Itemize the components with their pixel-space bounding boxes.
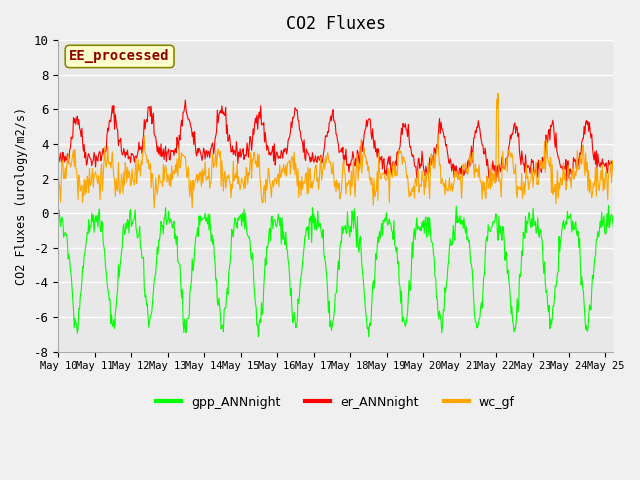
er_ANNnight (412, 164, 419, 170)
wc_gf (231, 175, 239, 180)
Line: wc_gf: wc_gf (58, 93, 640, 208)
gpp_ANNnight (412, 237, 419, 242)
gpp_ANNnight (281, 242, 289, 248)
er_ANNnight (123, 152, 131, 157)
wc_gf (444, 188, 452, 194)
er_ANNnight (231, 149, 239, 155)
gpp_ANNnight (230, 223, 238, 229)
gpp_ANNnight (259, 305, 267, 311)
wc_gf (412, 176, 419, 181)
er_ANNnight (444, 153, 452, 158)
er_ANNnight (638, 149, 640, 155)
wc_gf (150, 205, 158, 211)
Title: CO2 Fluxes: CO2 Fluxes (285, 15, 385, 33)
er_ANNnight (260, 120, 268, 126)
wc_gf (494, 90, 502, 96)
Line: er_ANNnight: er_ANNnight (58, 100, 640, 181)
Line: gpp_ANNnight: gpp_ANNnight (58, 205, 640, 337)
er_ANNnight (282, 145, 290, 151)
Legend: gpp_ANNnight, er_ANNnight, wc_gf: gpp_ANNnight, er_ANNnight, wc_gf (151, 391, 520, 414)
gpp_ANNnight (54, 223, 62, 229)
gpp_ANNnight (365, 334, 372, 340)
gpp_ANNnight (444, 264, 452, 270)
er_ANNnight (54, 156, 62, 161)
Y-axis label: CO2 Fluxes (urology/m2/s): CO2 Fluxes (urology/m2/s) (15, 107, 28, 285)
wc_gf (638, 173, 640, 179)
wc_gf (123, 180, 131, 185)
wc_gf (54, 171, 62, 177)
wc_gf (260, 185, 268, 191)
gpp_ANNnight (605, 203, 612, 208)
gpp_ANNnight (123, 226, 131, 231)
gpp_ANNnight (638, 230, 640, 236)
er_ANNnight (182, 97, 189, 103)
er_ANNnight (492, 179, 500, 184)
wc_gf (282, 162, 290, 168)
Text: EE_processed: EE_processed (69, 49, 170, 63)
